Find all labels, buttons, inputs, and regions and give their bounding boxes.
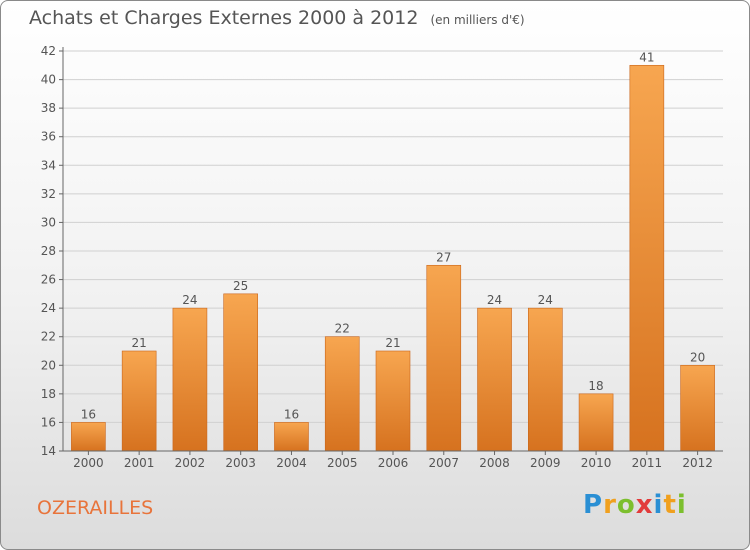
y-tick-label: 38 <box>41 101 56 115</box>
y-tick-label: 14 <box>41 444 56 458</box>
bar-2002 <box>172 307 208 452</box>
chart-title-text: Achats et Charges Externes 2000 à 2012 <box>29 7 419 29</box>
y-tick-label: 26 <box>41 273 56 287</box>
y-tick-label: 24 <box>41 301 56 315</box>
x-tick-label-2002: 2002 <box>175 456 206 470</box>
y-tick-label: 22 <box>41 330 56 344</box>
data-label-2001: 21 <box>132 336 147 350</box>
x-tick-label-2005: 2005 <box>327 456 358 470</box>
y-tick-label: 16 <box>41 415 56 429</box>
bar-2003 <box>223 293 258 452</box>
x-tick-label-2012: 2012 <box>682 456 713 470</box>
data-label-2008: 24 <box>487 293 502 307</box>
data-label-2009: 24 <box>538 293 553 307</box>
bar-2000 <box>71 422 106 452</box>
x-tick-label-2007: 2007 <box>428 456 459 470</box>
y-tick-label: 40 <box>41 73 56 87</box>
bars: 16 21 24 25 16 22 21 27 24 24 18 41 20 <box>71 50 715 452</box>
x-tick-label-2004: 2004 <box>276 456 307 470</box>
data-label-2010: 18 <box>588 379 603 393</box>
bar-2011 <box>629 64 665 452</box>
data-label-2000: 16 <box>81 407 96 421</box>
bar-2006 <box>375 350 411 452</box>
data-label-2007: 27 <box>436 250 451 264</box>
data-label-2005: 22 <box>335 322 350 336</box>
y-tick-label: 28 <box>41 244 56 258</box>
logo-letter: i <box>676 490 687 520</box>
bar-2009 <box>528 307 563 452</box>
chart-unit: (en milliers d'€) <box>430 13 525 27</box>
bar-2008 <box>477 307 512 452</box>
y-tick-label: 42 <box>41 44 56 58</box>
chart-title: Achats et Charges Externes 2000 à 2012 (e… <box>29 7 525 29</box>
commune-name: OZERAILLES <box>37 497 154 519</box>
x-tick-label-2009: 2009 <box>530 456 561 470</box>
x-tick-label-2001: 2001 <box>124 456 155 470</box>
data-label-2006: 21 <box>385 336 400 350</box>
logo-letter: t <box>663 490 677 520</box>
bar-2005 <box>324 336 360 452</box>
data-label-2012: 20 <box>690 350 705 364</box>
y-tick-label: 20 <box>41 358 56 372</box>
x-tick-label-2011: 2011 <box>632 456 663 470</box>
logo-letter: r <box>603 490 617 520</box>
data-label-2004: 16 <box>284 407 299 421</box>
x-tick-label-2006: 2006 <box>378 456 409 470</box>
bar-2004 <box>274 422 309 452</box>
bar-2007 <box>426 264 462 452</box>
data-label-2002: 24 <box>182 293 197 307</box>
bar-2010 <box>578 393 614 452</box>
y-tick-label: 36 <box>41 130 56 144</box>
y-tick-label: 30 <box>41 215 56 229</box>
y-tick-label: 18 <box>41 387 56 401</box>
y-tick-label: 34 <box>41 158 56 172</box>
bar-2012 <box>680 364 715 452</box>
proxiti-logo[interactable]: Proxiti <box>583 490 687 520</box>
y-tick-label: 32 <box>41 187 56 201</box>
logo-letter: o <box>616 490 636 520</box>
x-tick-label-2010: 2010 <box>581 456 612 470</box>
logo-letter: i <box>653 490 664 520</box>
x-tick-label-2003: 2003 <box>225 456 256 470</box>
data-label-2011: 41 <box>639 50 654 64</box>
x-tick-label-2008: 2008 <box>479 456 510 470</box>
logo-letter: P <box>583 490 604 520</box>
data-label-2003: 25 <box>233 279 248 293</box>
x-tick-label-2000: 2000 <box>73 456 104 470</box>
bar-2001 <box>121 350 157 452</box>
axes: 14 16 18 20 22 24 26 28 30 32 34 36 38 40 42 2000 2001 20… <box>41 44 723 470</box>
logo-letter: x <box>635 490 654 520</box>
